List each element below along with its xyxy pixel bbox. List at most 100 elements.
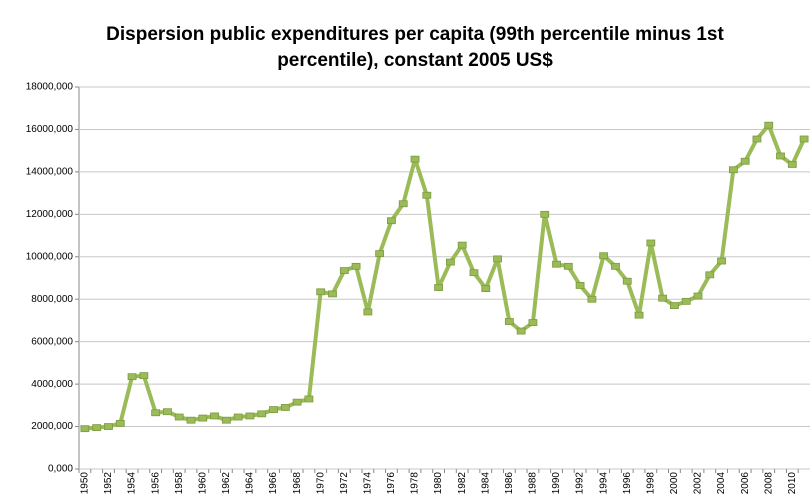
marker [445, 258, 455, 266]
x-tick-label: 1952 [103, 472, 114, 495]
marker [599, 252, 609, 260]
x-tick-label: 1990 [551, 472, 562, 495]
x-tick-label: 1954 [127, 472, 138, 495]
marker [681, 297, 691, 305]
x-tick-label: 2004 [716, 472, 727, 495]
x-tick-label: 1986 [504, 472, 515, 495]
x-tick-label: 1978 [410, 472, 421, 495]
x-tick-label: 1950 [80, 472, 91, 495]
marker [516, 327, 526, 335]
marker [127, 373, 137, 381]
marker [457, 241, 467, 249]
x-tick-label: 1956 [150, 472, 161, 495]
y-tick-label: 2000,000 [31, 421, 73, 432]
marker [611, 262, 620, 270]
marker [363, 308, 373, 316]
line [84, 123, 806, 431]
marker [198, 414, 208, 422]
marker [658, 294, 668, 302]
marker [776, 152, 785, 160]
marker [304, 395, 314, 403]
marker [163, 408, 172, 416]
marker [787, 161, 797, 168]
x-tick-label: 1968 [292, 472, 303, 495]
marker [80, 425, 90, 433]
x-tick-label: 1992 [575, 472, 586, 495]
marker [434, 284, 444, 291]
marker [115, 419, 125, 427]
marker [210, 412, 219, 420]
marker [552, 260, 561, 268]
marker [186, 416, 196, 424]
marker [540, 210, 550, 218]
marker [410, 155, 420, 163]
marker [233, 413, 243, 421]
y-tick-label: 8000,000 [31, 294, 73, 305]
marker [717, 257, 726, 265]
chart-title: Dispersion public expenditures per capit… [106, 24, 724, 71]
x-tick-label: 2010 [787, 472, 798, 495]
x-tick-label: 1996 [622, 472, 633, 495]
x-tick-label: 1962 [221, 472, 232, 495]
marker [351, 262, 361, 270]
x-tick-label: 1994 [598, 472, 609, 495]
marker [257, 410, 267, 418]
x-tick-label: 1982 [457, 472, 468, 495]
marker [493, 255, 502, 263]
x-tick-label: 1958 [174, 472, 185, 495]
y-tick-label: 16000,000 [26, 124, 74, 135]
x-tick-label: 2000 [669, 472, 680, 495]
x-tick-label: 1970 [315, 472, 326, 495]
y-tick-label: 18000,000 [26, 82, 74, 93]
y-tick-label: 14000,000 [26, 167, 74, 178]
marker [104, 423, 113, 430]
marker [92, 424, 102, 432]
marker [292, 398, 302, 406]
marker [269, 406, 278, 413]
marker [469, 269, 479, 277]
x-tick-label: 2008 [763, 472, 774, 495]
y-tick-label: 4000,000 [31, 379, 73, 390]
marker [422, 191, 432, 199]
marker [740, 157, 750, 165]
y-tick-label: 10000,000 [26, 251, 74, 262]
marker [387, 217, 396, 225]
x-tick-label: 1972 [339, 472, 350, 495]
marker [481, 285, 491, 293]
marker [221, 416, 231, 424]
marker [174, 413, 184, 421]
x-tick-label: 1976 [386, 472, 397, 495]
x-tick-label: 2006 [740, 472, 751, 495]
marker [575, 282, 585, 289]
marker [245, 412, 255, 420]
marker [622, 277, 632, 285]
x-tick-label: 1988 [528, 472, 539, 495]
marker [151, 409, 161, 417]
marker [280, 404, 290, 411]
marker [528, 319, 538, 326]
marker [398, 200, 408, 208]
marker [764, 121, 774, 129]
y-tick-label: 12000,000 [26, 209, 74, 220]
marker [316, 288, 326, 296]
marker [799, 135, 809, 143]
x-tick-label: 1974 [363, 472, 374, 495]
marker [375, 250, 385, 257]
marker [752, 135, 762, 143]
marker [728, 166, 738, 174]
y-tick-label: 6000,000 [31, 336, 73, 347]
marker [634, 311, 644, 319]
marker [339, 267, 349, 274]
marker [646, 239, 656, 247]
x-tick-label: 1984 [480, 472, 491, 495]
marker [705, 271, 715, 279]
x-tick-label: 1964 [245, 472, 256, 495]
x-tick-label: 1960 [197, 472, 208, 495]
marker [670, 302, 679, 309]
marker [693, 292, 703, 300]
marker [328, 290, 337, 298]
x-tick-label: 2002 [693, 472, 704, 495]
marker [139, 372, 149, 380]
